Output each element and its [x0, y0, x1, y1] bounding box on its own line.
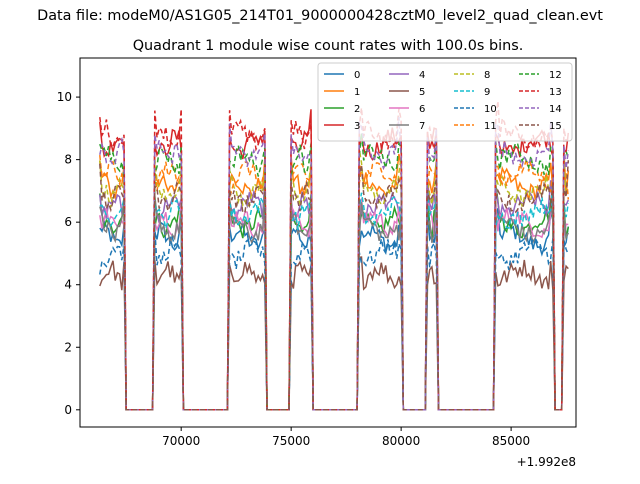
x-tick-label: 70000 [162, 434, 200, 448]
y-tick-label: 6 [64, 215, 72, 229]
plot-frame [79, 57, 577, 428]
x-offset-label: +1.992e8 [517, 455, 576, 469]
legend-label-13: 13 [549, 87, 562, 98]
legend-label-4: 4 [419, 70, 425, 81]
suptitle: Data file: modeM0/AS1G05_214T01_90000004… [37, 8, 603, 24]
legend-label-9: 9 [484, 87, 490, 98]
legend-label-15: 15 [549, 121, 562, 132]
y-tick-label: 0 [64, 403, 72, 417]
y-tick-label: 10 [57, 90, 72, 104]
y-tick-label: 8 [64, 153, 72, 167]
legend-label-3: 3 [354, 121, 360, 132]
x-tick-label: 85000 [492, 434, 530, 448]
legend-label-6: 6 [419, 104, 425, 115]
legend-label-7: 7 [419, 121, 425, 132]
legend-box [317, 62, 573, 142]
legend-label-11: 11 [484, 121, 497, 132]
y-tick-label: 2 [64, 340, 72, 354]
legend-label-12: 12 [549, 70, 562, 81]
series-lines [99, 100, 570, 411]
x-tick-label: 80000 [382, 434, 420, 448]
legend-label-8: 8 [484, 70, 490, 81]
legend-label-2: 2 [354, 104, 360, 115]
legend-label-14: 14 [549, 104, 562, 115]
chart-title: Quadrant 1 module wise count rates with … [133, 38, 524, 54]
axis-ticks: 70000 75000 80000 85000 0 2 4 6 8 10 [57, 90, 530, 448]
legend-label-10: 10 [484, 104, 497, 115]
x-tick-label: 75000 [272, 434, 310, 448]
legend-label-1: 1 [354, 87, 360, 98]
series-line-15 [99, 160, 570, 411]
legend-label-0: 0 [354, 70, 360, 81]
legend-label-5: 5 [419, 87, 425, 98]
y-tick-label: 4 [64, 278, 72, 292]
